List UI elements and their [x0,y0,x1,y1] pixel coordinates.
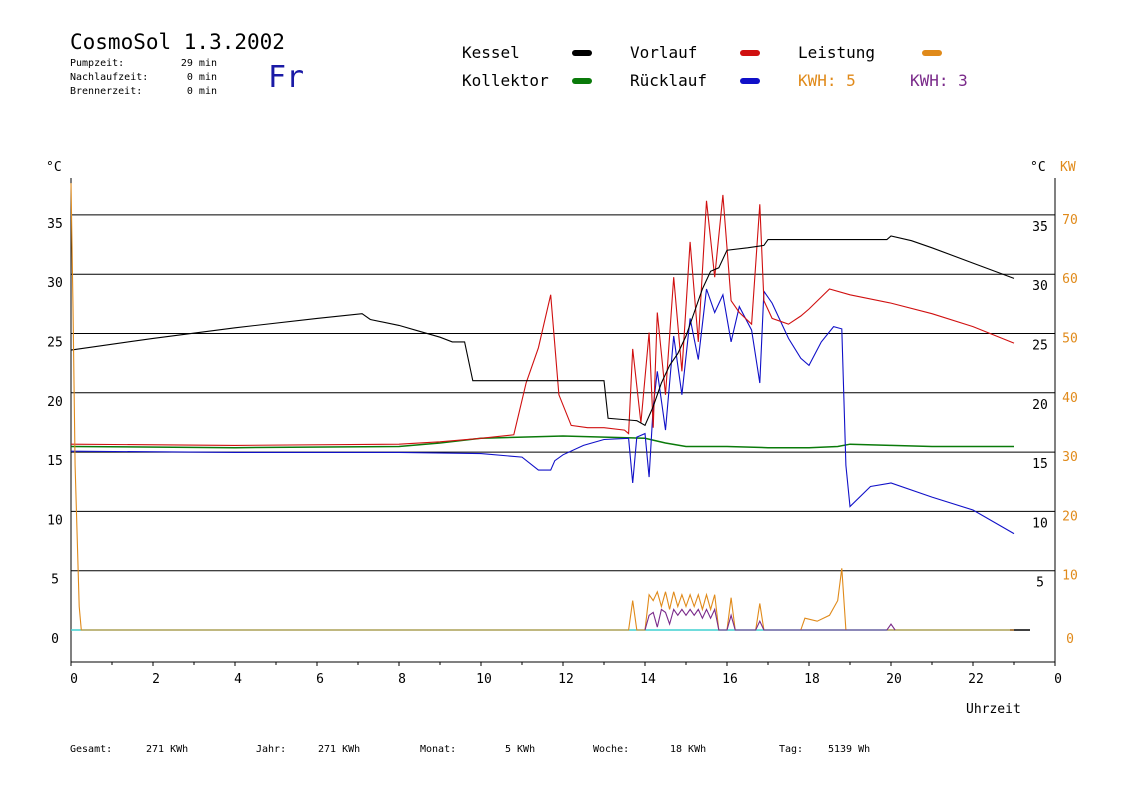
legend-vorlauf: Vorlauf [630,43,698,62]
series-leistung [70,183,1014,631]
follow-up-time-value: 0 min [186,72,217,83]
burner-time-label: Brennerzeit: [70,86,143,97]
x-tick-label: 10 [476,672,492,687]
y-right-tick-label: 15 [1032,457,1048,472]
legend-kessel-swatch [572,50,592,56]
x-axis-label: Uhrzeit [966,702,1021,717]
y2-tick-label: 40 [1062,391,1078,406]
series-kessel [70,235,1015,427]
follow-up-time-label: Nachlaufzeit: [70,72,149,83]
x-tick-label: 4 [234,672,242,687]
legend-kollektor: Kollektor [462,71,549,90]
series-kwh2 [644,607,896,631]
legend-vorlauf-swatch [740,50,760,56]
footer-year-label: Jahr: [256,744,287,755]
legend-leistung-swatch [922,50,942,56]
y2-tick-label: 0 [1066,632,1074,647]
footer-year-value: 271 KWh [318,744,361,755]
pump-time-value: 29 min [180,58,217,69]
x-tick-label: 18 [804,672,820,687]
y-right-tick-label: 20 [1032,398,1048,413]
app-title: CosmoSol 1.3.2002 [70,30,285,54]
series-ruecklauf [70,288,1015,535]
right-axis-temp-unit: °C [1030,160,1046,175]
y-left-tick-label: 30 [47,276,63,291]
y-right-tick-label: 30 [1032,279,1048,294]
x-tick-label: 0 [70,672,78,687]
legend-leistung: Leistung [798,43,876,62]
legend-ruecklauf: Rücklauf [630,71,708,90]
y-left-tick-label: 0 [51,632,59,647]
series-kollektor [70,435,1014,449]
legend-kollektor-swatch [572,78,592,84]
y-left-tick-label: 35 [47,217,63,232]
y-right-tick-label: 25 [1032,339,1048,354]
y-right-tick-label: 5 [1036,576,1044,591]
x-tick-label: 0 [1054,672,1062,687]
x-tick-label: 22 [968,672,984,687]
x-tick-label: 16 [722,672,738,687]
pump-time-label: Pumpzeit: [70,58,125,69]
x-tick-label: 6 [316,672,324,687]
y2-tick-label: 20 [1062,509,1078,524]
footer-week-label: Woche: [593,744,630,755]
y-left-tick-label: 25 [47,336,63,351]
footer-day-value: 5139 Wh [828,744,871,755]
legend-kessel: Kessel [462,43,520,62]
y2-tick-label: 10 [1062,569,1078,584]
legend-kwh-2: KWH: 3 [910,71,968,90]
x-tick-label: 20 [886,672,902,687]
y-right-tick-label: 10 [1032,516,1048,531]
x-tick-label: 14 [640,672,656,687]
y-left-tick-label: 5 [51,573,59,588]
legend-kwh-1: KWH: 5 [798,71,856,90]
legend-ruecklauf-swatch [740,78,760,84]
x-tick-label: 2 [152,672,160,687]
weekday-label: Fr [268,60,305,95]
footer-month-label: Monat: [420,744,457,755]
footer-day-label: Tag: [779,744,804,755]
footer-month-value: 5 KWh [505,744,536,755]
right-axis-power-unit: KW [1060,160,1076,175]
y2-tick-label: 70 [1062,213,1078,228]
y2-tick-label: 50 [1062,332,1078,347]
x-tick-label: 12 [558,672,574,687]
y2-tick-label: 30 [1062,450,1078,465]
y-left-tick-label: 10 [47,513,63,528]
x-tick-label: 8 [398,672,406,687]
series-vorlauf [70,194,1015,446]
y-left-tick-label: 20 [47,395,63,410]
y2-tick-label: 60 [1062,272,1078,287]
footer-total-value: 271 KWh [146,744,189,755]
footer-total-label: Gesamt: [70,744,113,755]
y-right-tick-label: 35 [1032,220,1048,235]
y-left-tick-label: 15 [47,454,63,469]
burner-time-value: 0 min [186,86,217,97]
left-axis-unit: °C [46,160,62,175]
footer-week-value: 18 KWh [670,744,707,755]
